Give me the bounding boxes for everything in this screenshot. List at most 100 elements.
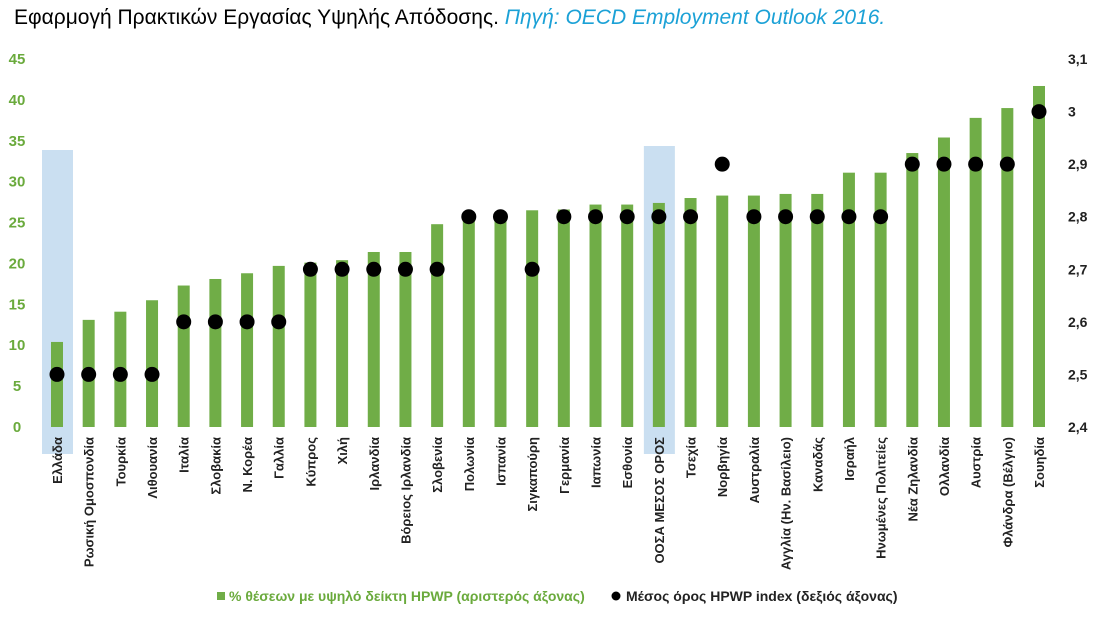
- x-tick-label: Σιγκαπούρη: [525, 437, 540, 512]
- x-tick-label: Ελλάδα: [50, 437, 65, 484]
- x-tick-label: Ρωσική Ομοσπονδία: [82, 437, 97, 567]
- data-point: [904, 156, 920, 172]
- bar: [526, 210, 539, 427]
- x-tick-label: Πολωνία: [462, 437, 477, 491]
- bar: [304, 262, 317, 427]
- x-tick-label: Αυστρία: [969, 437, 984, 488]
- data-point: [239, 314, 255, 330]
- data-point: [397, 261, 413, 277]
- x-tick-label: Βόρειος Ιρλανδία: [398, 437, 413, 544]
- bar: [367, 251, 380, 427]
- data-point: [461, 209, 477, 225]
- x-tick-label: Ισπανία: [493, 437, 508, 486]
- data-point: [809, 209, 825, 225]
- bar: [1001, 108, 1014, 428]
- x-tick-label: Τσεχία: [684, 437, 699, 478]
- bar: [842, 172, 855, 427]
- data-point: [999, 156, 1015, 172]
- data-point: [302, 261, 318, 277]
- data-point: [144, 366, 160, 382]
- x-tick-label: Ισραήλ: [842, 436, 857, 480]
- legend-label-bar: % θέσεων με υψηλό δείκτη HPWP (αριστερός…: [229, 588, 585, 604]
- bar: [747, 195, 760, 427]
- bar: [716, 195, 729, 427]
- data-point: [746, 209, 762, 225]
- bar: [209, 278, 222, 427]
- bar: [1033, 85, 1045, 427]
- data-point: [968, 156, 984, 172]
- data-point: [176, 314, 192, 330]
- bar: [336, 260, 349, 427]
- bar: [684, 198, 697, 427]
- data-point: [778, 209, 794, 225]
- x-tick-label: Τουρκία: [113, 437, 128, 486]
- x-tick-label: Φλάνδρα (Βέλγιο): [1000, 437, 1015, 547]
- y-left-tick-label: 25: [9, 215, 26, 232]
- y-left-tick-label: 15: [9, 296, 26, 313]
- data-point: [334, 261, 350, 277]
- y-left-tick-label: 0: [13, 419, 21, 436]
- bar: [177, 285, 190, 427]
- data-point: [714, 156, 730, 172]
- y-right-tick-label: 3: [1068, 104, 1076, 120]
- bar: [621, 204, 634, 427]
- y-right-tick-label: 2,7: [1068, 261, 1088, 277]
- y-right-tick-label: 2,8: [1068, 209, 1088, 225]
- legend-label-dot: Μέσος όρος HPWP index (δεξιός άξονας): [626, 588, 898, 604]
- data-point: [366, 261, 382, 277]
- data-point: [556, 209, 572, 225]
- bar: [399, 251, 412, 427]
- data-point: [524, 261, 540, 277]
- chart-source: Πηγή: OECD Employment Outlook 2016.: [504, 6, 886, 29]
- bar: [811, 193, 824, 427]
- x-tick-label: Σλοβακία: [208, 437, 223, 495]
- x-tick-label: Ιαπωνία: [589, 437, 604, 488]
- bar: [51, 341, 63, 427]
- y-right-tick-label: 2,4: [1068, 419, 1088, 435]
- bar: [906, 153, 919, 428]
- x-tick-label: Κύπρος: [303, 437, 318, 487]
- x-tick-label: Αγγλία (Ην. Βασίλειο): [779, 437, 794, 570]
- bar: [272, 265, 285, 427]
- y-right-tick-label: 2,6: [1068, 314, 1088, 330]
- bar: [431, 224, 444, 427]
- legend-marker-dot: [611, 591, 621, 601]
- bar: [241, 273, 254, 427]
- data-point: [49, 366, 65, 382]
- x-tick-label: Νορβηγία: [715, 437, 730, 497]
- data-point: [271, 314, 287, 330]
- data-point: [936, 156, 952, 172]
- y-left-tick-label: 5: [13, 378, 21, 395]
- y-left-tick-label: 20: [9, 255, 26, 272]
- data-point: [588, 209, 604, 225]
- data-point: [841, 209, 857, 225]
- bar: [494, 211, 507, 427]
- bar: [779, 193, 792, 427]
- x-tick-label: Ολλανδία: [937, 437, 952, 496]
- bar: [146, 300, 159, 427]
- data-point: [429, 261, 445, 277]
- y-left-tick-label: 10: [9, 337, 26, 354]
- bar: [557, 209, 570, 427]
- data-point: [207, 314, 223, 330]
- x-tick-label: Χιλή: [335, 437, 350, 465]
- x-tick-label: Καναδάς: [810, 437, 825, 492]
- x-tick-label: Σλοβενία: [430, 437, 445, 493]
- data-point: [1031, 104, 1047, 120]
- x-tick-label: Ν. Κορέα: [240, 437, 255, 493]
- x-tick-label: Γερμανία: [557, 437, 572, 494]
- x-tick-label: Γαλλία: [272, 437, 287, 479]
- x-tick-label: ΟΟΣΑ ΜΕΣΟΣ ΟΡΟΣ: [652, 437, 667, 564]
- x-tick-label: Νέα Ζηλανδία: [905, 437, 920, 522]
- y-right-tick-label: 2,9: [1068, 156, 1088, 172]
- bar: [874, 172, 887, 427]
- data-point: [81, 366, 97, 382]
- x-tick-label: Εσθονία: [620, 437, 635, 488]
- data-point: [873, 209, 889, 225]
- chart-title: Εφαρμογή Πρακτικών Εργασίας Υψηλής Απόδο…: [14, 6, 885, 30]
- y-left-tick-label: 45: [9, 51, 26, 68]
- y-right-tick-label: 3,1: [1068, 51, 1088, 67]
- data-point: [492, 209, 508, 225]
- bar: [589, 204, 602, 427]
